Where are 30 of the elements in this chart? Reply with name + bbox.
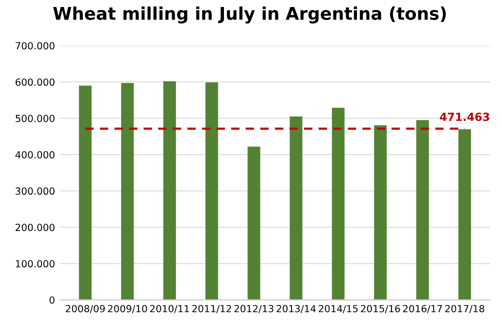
bar <box>290 116 302 300</box>
y-tick-label: 500.000 <box>16 114 54 122</box>
bar <box>332 108 345 300</box>
y-tick-label: 400.000 <box>15 151 54 158</box>
x-tick-label: 2013/14 <box>276 304 316 314</box>
ref-line-label: 471.463 <box>440 112 490 122</box>
bar <box>78 86 92 300</box>
chart-title: Wheat milling in July in Argentina (tons) <box>53 6 446 24</box>
x-tick-label: 2011/12 <box>192 304 231 314</box>
x-tick-label: 2017/18 <box>445 304 484 314</box>
y-tick-label: 300.000 <box>16 187 54 195</box>
x-tick-label: 2015/16 <box>360 304 400 314</box>
y-tick-label: 0 <box>50 296 54 304</box>
y-tick-label: 200.000 <box>16 224 54 232</box>
y-tick-label: 700.000 <box>16 42 54 50</box>
bar <box>416 120 429 300</box>
bar <box>374 125 387 300</box>
bar <box>458 129 472 300</box>
x-tick-label: 2010/11 <box>150 304 189 314</box>
x-tick-label: 2016/17 <box>403 304 442 314</box>
bar <box>121 83 134 300</box>
bar <box>248 146 260 300</box>
x-tick-label: 2014/15 <box>318 304 358 314</box>
x-tick-label: 2012/13 <box>234 304 274 314</box>
bar <box>163 81 176 300</box>
y-tick-label: 100.000 <box>16 260 54 268</box>
x-tick-label: 2009/10 <box>108 304 147 314</box>
x-tick-label: 2008/09 <box>66 304 105 314</box>
bar <box>205 82 218 300</box>
y-tick-label: 600.000 <box>16 78 54 86</box>
